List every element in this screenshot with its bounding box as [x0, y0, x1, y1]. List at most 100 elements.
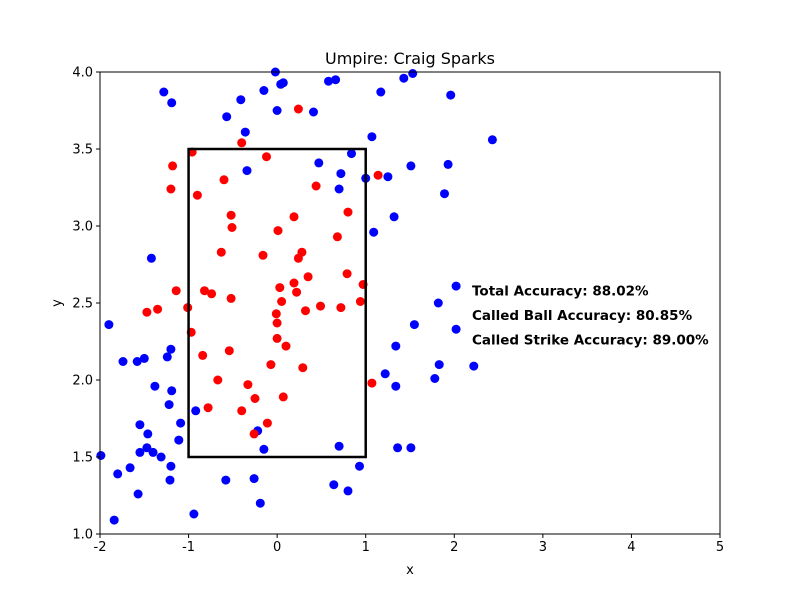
data-point	[391, 381, 401, 391]
data-point	[336, 303, 346, 313]
data-point	[408, 69, 418, 78]
data-point	[135, 447, 145, 457]
data-point	[226, 210, 236, 220]
data-point	[167, 98, 177, 108]
plot-area	[100, 72, 720, 534]
accuracy-annotation: Called Ball Accuracy: 80.85%	[472, 308, 693, 324]
data-point	[406, 443, 416, 453]
y-axis-label: y	[50, 299, 65, 307]
data-point	[198, 350, 208, 360]
data-point	[389, 212, 399, 222]
y-tick-label: 4.0	[72, 66, 93, 81]
data-point	[142, 443, 152, 453]
data-point	[135, 420, 145, 430]
data-point	[227, 223, 237, 232]
data-point	[334, 184, 344, 194]
x-tick-label: 0	[273, 540, 281, 555]
x-tick-label: -2	[94, 540, 107, 555]
data-point	[293, 104, 303, 114]
data-point	[430, 374, 440, 383]
data-point	[324, 76, 333, 86]
y-tick-label: 3.5	[72, 143, 93, 158]
data-point	[334, 441, 344, 451]
data-point	[393, 443, 403, 453]
data-point	[355, 461, 364, 471]
x-axis: -2 -1 0 1 2 3 4 5	[94, 534, 724, 555]
data-point	[200, 286, 209, 296]
data-point	[143, 429, 153, 439]
data-point	[272, 106, 282, 115]
data-point	[164, 400, 174, 410]
data-point	[292, 287, 302, 297]
data-point	[293, 253, 303, 263]
data-point	[159, 87, 169, 97]
data-point	[243, 380, 253, 390]
accuracy-annotations: Total Accuracy: 88.02% Called Ball Accura…	[472, 283, 709, 348]
data-point	[303, 272, 313, 282]
x-axis-label: x	[406, 563, 414, 578]
data-point	[266, 360, 276, 370]
data-point	[273, 226, 283, 236]
data-point	[391, 341, 401, 351]
data-point	[451, 281, 461, 291]
data-point	[133, 489, 143, 499]
data-point	[298, 363, 308, 373]
data-point	[367, 132, 377, 142]
data-point	[380, 369, 390, 379]
data-point	[343, 486, 353, 496]
data-point	[142, 307, 152, 317]
data-point	[237, 138, 247, 148]
data-point	[443, 159, 453, 169]
data-point	[118, 357, 128, 366]
y-tick-label: 1.5	[72, 451, 93, 466]
points-layer	[96, 67, 497, 525]
data-point	[440, 189, 449, 199]
data-point	[376, 87, 386, 97]
data-point	[224, 346, 234, 356]
data-point	[192, 190, 202, 200]
data-point	[113, 469, 123, 479]
data-point	[272, 318, 282, 328]
x-tick-label: 4	[627, 540, 635, 555]
data-point	[189, 509, 199, 519]
data-point	[277, 297, 287, 306]
data-point	[487, 135, 497, 145]
data-point	[301, 306, 310, 316]
data-point	[373, 170, 383, 180]
data-point	[167, 386, 177, 396]
data-point	[109, 515, 119, 525]
data-point	[219, 175, 229, 185]
data-point	[262, 152, 271, 162]
x-tick-label: 3	[539, 540, 547, 555]
data-point	[469, 361, 479, 371]
y-tick-label: 2.5	[72, 297, 93, 312]
data-point	[96, 451, 106, 460]
data-point	[289, 278, 299, 288]
data-point	[383, 172, 393, 182]
data-point	[156, 452, 166, 462]
data-point	[125, 463, 135, 473]
data-point	[162, 352, 172, 362]
data-point	[409, 320, 419, 330]
y-tick-label: 2.0	[72, 374, 93, 389]
x-tick-label: -1	[182, 540, 195, 555]
data-point	[221, 475, 231, 485]
data-point	[255, 498, 265, 508]
x-tick-label: 1	[362, 540, 370, 555]
data-point	[262, 418, 272, 428]
data-point	[139, 353, 149, 363]
data-point	[278, 392, 288, 402]
data-point	[434, 360, 444, 370]
data-point	[314, 158, 324, 168]
data-point	[207, 289, 217, 299]
data-point	[399, 73, 409, 83]
data-point	[240, 127, 250, 137]
y-axis: 1.0 1.5 2.0 2.5 3.0 3.5 4.0	[72, 66, 100, 543]
data-point	[309, 107, 318, 117]
data-point	[166, 461, 176, 471]
chart-title: Umpire: Craig Sparks	[325, 49, 495, 68]
data-point	[336, 169, 346, 179]
data-point	[316, 301, 325, 311]
data-point	[104, 320, 114, 330]
